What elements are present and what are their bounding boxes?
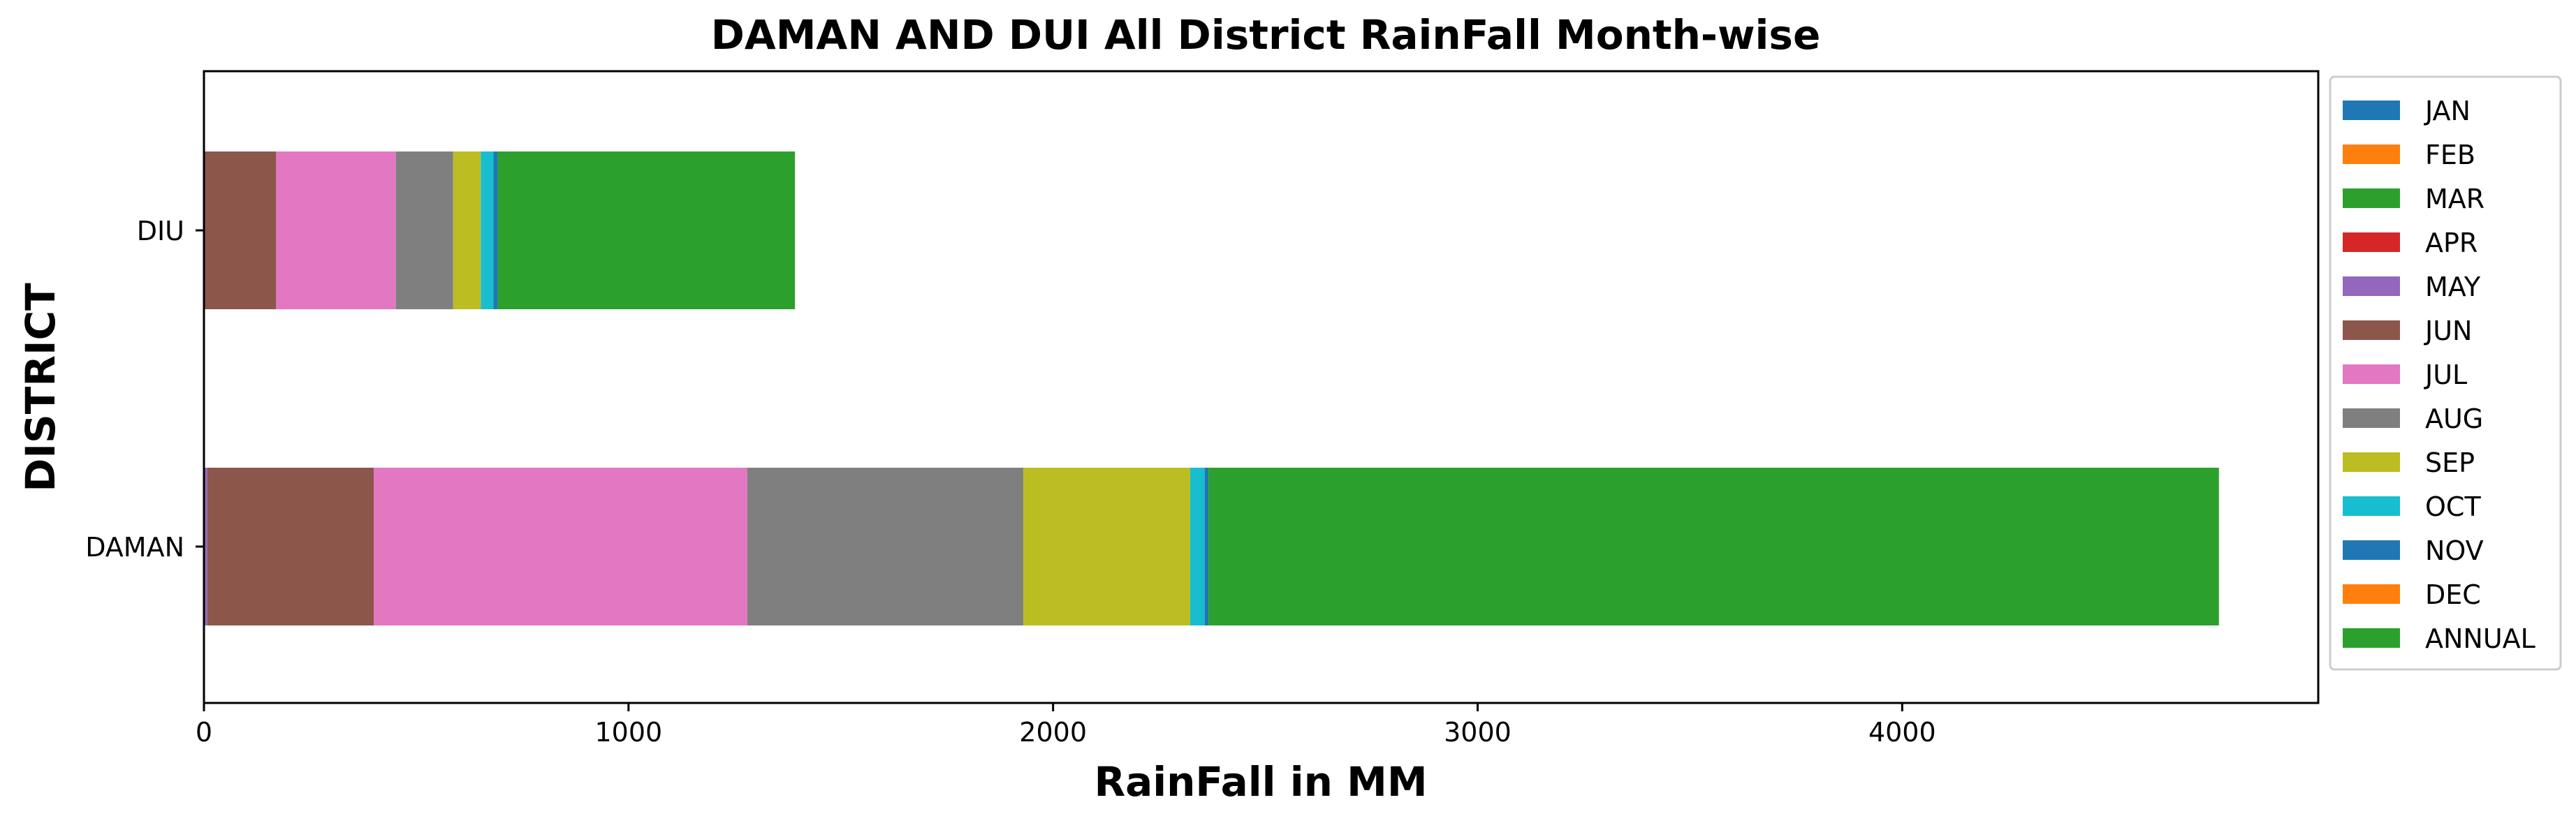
legend-swatch-jun [2343,320,2400,340]
bar-daman-may [204,468,207,625]
y-tick-label: DIU [137,216,184,246]
x-tick-label: 2000 [1019,717,1087,748]
bar-diu-sep [453,151,481,309]
chart-title: DAMAN AND DUI All District RainFall Mont… [711,11,1821,59]
legend-swatch-annual [2343,628,2400,648]
y-tick-label: DAMAN [85,532,184,563]
legend-label-annual: ANNUAL [2425,623,2535,654]
legend-swatch-feb [2343,144,2400,164]
legend-swatch-nov [2343,540,2400,560]
y-axis-label: DISTRICT [17,283,64,492]
bar-daman-jun [207,468,374,625]
legend-label-aug: AUG [2425,403,2483,434]
x-tick-label: 1000 [594,717,662,748]
x-tick-label: 3000 [1444,717,1512,748]
legend-label-dec: DEC [2425,579,2481,610]
bar-diu-annual [497,151,796,309]
bar-diu-oct [481,151,494,309]
legend-swatch-mar [2343,188,2400,208]
legend-swatch-apr [2343,232,2400,252]
legend-label-mar: MAR [2425,184,2484,214]
plot-area-frame [203,70,2320,704]
legend-label-jun: JUN [2424,316,2472,346]
bar-diu-jul [276,151,396,309]
y-axis-ticks: DAMAN DIU [85,216,204,563]
legend-label-apr: APR [2425,228,2478,258]
bar-diu-aug [395,151,453,309]
legend-swatch-jan [2343,101,2400,120]
x-axis-label: RainFall in MM [1094,758,1427,806]
bars-layer [204,151,2219,625]
legend-label-may: MAY [2425,272,2481,302]
legend-swatch-sep [2343,452,2400,472]
x-tick-label: 0 [196,717,212,748]
legend-label-feb: FEB [2425,140,2475,170]
bar-daman-aug [747,468,1024,625]
bar-daman-nov [1204,468,1209,625]
bar-diu-nov [493,151,498,309]
legend-swatch-oct [2343,496,2400,516]
legend-label-nov: NOV [2425,535,2484,566]
x-axis-ticks: 0 1000 2000 3000 4000 [196,703,1936,748]
legend: JAN FEB MAR APR MAY JUN JUL AUG SEP OCT NOV DEC ANNU… [2329,75,2562,671]
legend-label-jul: JUL [2424,360,2467,390]
x-tick-label: 4000 [1868,717,1936,748]
legend-label-oct: OCT [2425,491,2481,522]
bar-daman-sep [1023,468,1190,625]
bar-daman-jul [374,468,748,625]
legend-label-jan: JAN [2424,96,2471,126]
legend-label-sep: SEP [2425,447,2475,478]
legend-swatch-may [2343,276,2400,296]
legend-frame [2329,75,2562,671]
legend-swatch-dec [2343,584,2400,604]
legend-swatch-aug [2343,408,2400,428]
bar-diu-jun [204,151,277,309]
legend-swatch-jul [2343,364,2400,384]
bar-daman-annual [1208,468,2219,625]
bar-daman-oct [1190,468,1205,625]
